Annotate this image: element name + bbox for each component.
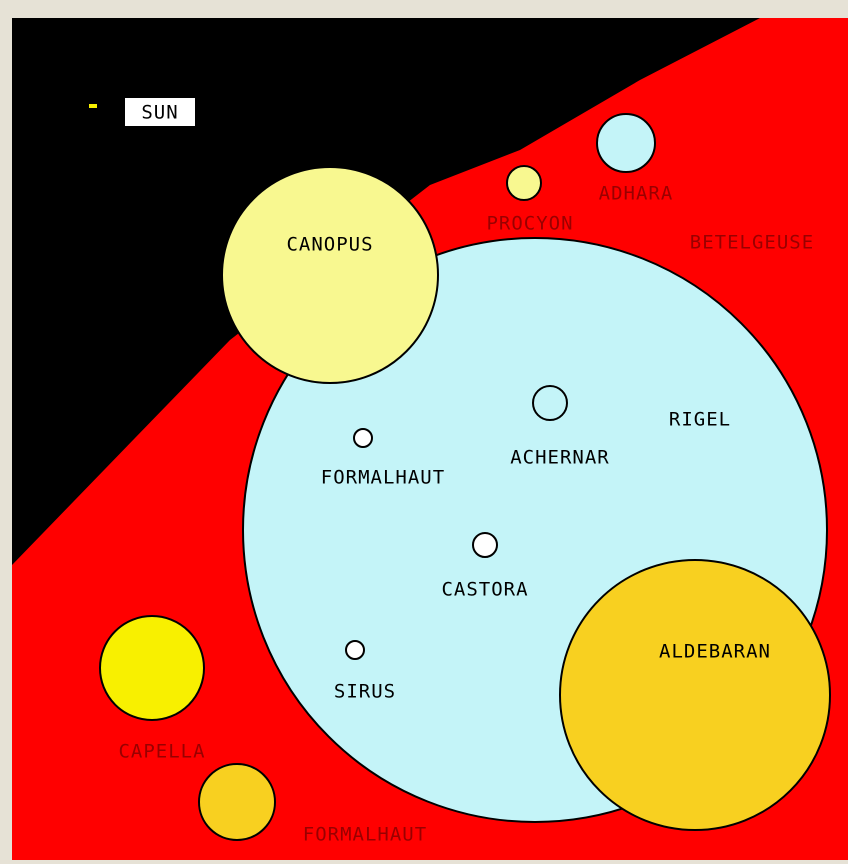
adhara-label: ADHARA: [599, 183, 674, 205]
fomalhaut-inner-label: FORMALHAUT: [321, 467, 445, 489]
sirus-circle: [345, 640, 365, 660]
aldebaran-circle: [559, 559, 831, 831]
procyon-circle: [506, 165, 542, 201]
sirus-label: SIRUS: [334, 681, 396, 703]
sun-label-box: [125, 98, 195, 126]
fomalhaut-outer-circle: [198, 763, 276, 841]
capella-circle: [99, 615, 205, 721]
aldebaran-label: ALDEBARAN: [659, 641, 771, 663]
sun-mark: [89, 104, 97, 108]
canopus-label: CANOPUS: [286, 234, 373, 256]
rigel-label: RIGEL: [669, 409, 731, 431]
adhara-circle: [596, 113, 656, 173]
achernar-label: ACHERNAR: [510, 447, 610, 469]
castora-circle: [472, 532, 498, 558]
castora-label: CASTORA: [441, 579, 528, 601]
betelgeuse-label: BETELGEUSE: [690, 232, 814, 254]
sun-label: SUN: [141, 102, 178, 124]
procyon-label: PROCYON: [486, 213, 573, 235]
fomalhaut-inner-circle: [353, 428, 373, 448]
achernar-circle: [532, 385, 568, 421]
fomalhaut-outer-label: FORMALHAUT: [303, 824, 427, 846]
canopus-circle: [221, 166, 439, 384]
capella-label: CAPELLA: [118, 741, 205, 763]
